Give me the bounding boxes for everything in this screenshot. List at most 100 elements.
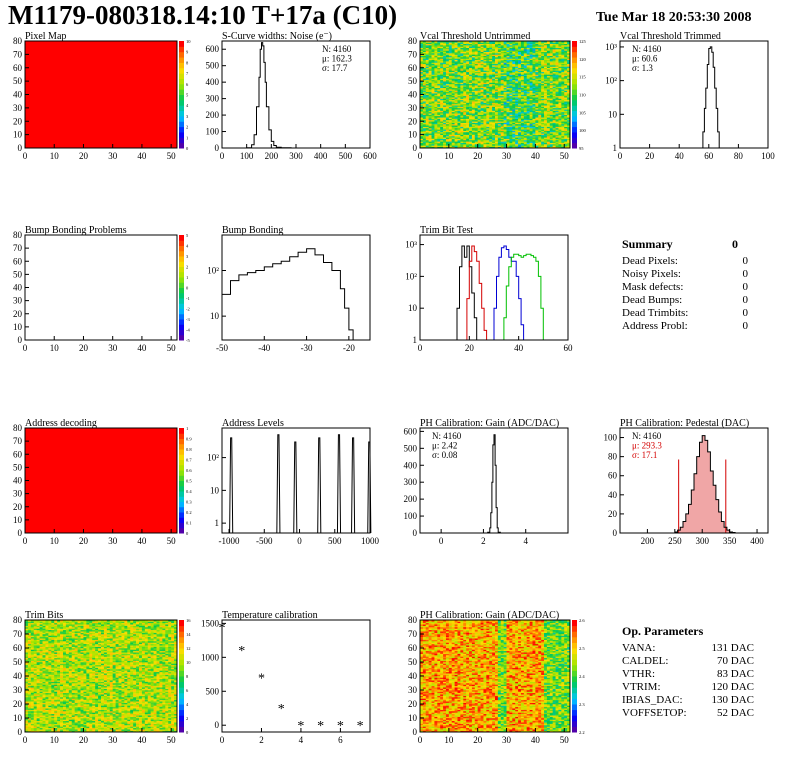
heatmap-cell: [25, 716, 29, 719]
heatmap-cell: [495, 83, 499, 86]
heatmap-cell: [428, 66, 432, 69]
heatmap-cell: [420, 75, 424, 78]
heatmap-cell: [500, 46, 504, 48]
palette-swatch: [179, 292, 184, 299]
heatmap-cell: [535, 139, 539, 142]
heatmap-cell: [515, 91, 519, 94]
heatmap-cell: [471, 138, 476, 141]
heatmap-cell: [497, 78, 502, 81]
heatmap-cell: [561, 85, 565, 87]
heatmap-cell: [451, 41, 455, 43]
x-tick-label: 10: [444, 151, 454, 161]
noise-chart: S-Curve widths: Noise (e⁻)0 100 200 300 400 5…: [206, 31, 378, 161]
heatmap-cell: [538, 75, 542, 78]
heatmap-cell: [425, 129, 429, 131]
heatmap-cell: [515, 71, 519, 74]
heatmap-cell: [440, 58, 444, 61]
heatmap-cell: [437, 67, 441, 70]
heatmap-cell: [541, 119, 545, 122]
heatmap-cell: [503, 127, 507, 130]
heatmap-cell: [422, 43, 427, 46]
heatmap-cell: [448, 94, 453, 97]
heatmap-cell: [529, 106, 533, 109]
heatmap-cell: [503, 143, 507, 146]
heatmap-cell: [535, 101, 539, 103]
heatmap-cell: [480, 66, 484, 69]
heatmap-cell: [448, 121, 453, 123]
heatmap-cell: [477, 93, 481, 95]
heatmap-cell: [515, 45, 519, 47]
heatmap-cell: [460, 63, 464, 66]
heatmap-cell: [526, 102, 530, 105]
heatmap-cell: [434, 121, 438, 123]
heatmap-cell: [558, 138, 562, 141]
heatmap-cell: [538, 142, 542, 145]
heatmap-cell: [535, 65, 539, 67]
heatmap-cell: [541, 115, 545, 118]
palette-swatch: [572, 131, 577, 138]
heatmap-cell: [564, 119, 568, 122]
x-tick-label: 50: [167, 536, 177, 546]
heatmap-cell: [526, 50, 530, 52]
heatmap-cell: [558, 89, 562, 91]
heatmap-cell: [486, 115, 490, 118]
heatmap-cell: [451, 91, 455, 94]
heatmap-cell: [567, 74, 571, 77]
heatmap-cell: [471, 94, 476, 97]
heatmap-cell: [532, 75, 536, 78]
heatmap-cell: [561, 118, 565, 121]
palette-swatch: [179, 527, 184, 534]
heatmap-cell: [480, 42, 484, 44]
heatmap-cell: [437, 107, 441, 110]
heatmap-cell: [555, 133, 559, 135]
heatmap-cell: [477, 79, 481, 82]
heatmap-cell: [546, 142, 551, 145]
heatmap-cell: [36, 695, 40, 698]
heatmap-cell: [474, 86, 478, 89]
heatmap-cell: [512, 58, 516, 61]
heatmap-cell: [480, 85, 484, 87]
heatmap-cell: [497, 55, 502, 58]
heatmap-cell: [431, 55, 435, 58]
heatmap-cell: [27, 646, 32, 649]
heatmap-cell: [552, 143, 556, 146]
heatmap-cell: [33, 718, 37, 720]
heatmap-cell: [451, 47, 455, 50]
heatmap-cell: [457, 133, 461, 135]
heatmap-cell: [541, 69, 545, 71]
heatmap-cell: [512, 129, 516, 131]
heatmap-cell: [552, 81, 556, 83]
heatmap-cell: [434, 87, 438, 90]
heatmap-cell: [437, 49, 441, 51]
heatmap-cell: [33, 659, 37, 661]
heatmap-cell: [523, 53, 528, 55]
heatmap-cell: [457, 47, 461, 50]
heatmap-cell: [495, 145, 499, 147]
heatmap-cell: [558, 45, 562, 47]
heatmap-cell: [471, 50, 476, 52]
pedestal-fill: [674, 435, 738, 533]
heatmap-cell: [529, 87, 533, 90]
heatmap-cell: [549, 54, 553, 57]
heatmap-cell: [515, 141, 519, 143]
heatmap-cell: [555, 47, 559, 50]
heatmap-cell: [529, 63, 533, 66]
heatmap-cell: [523, 86, 528, 89]
heatmap-cell: [552, 110, 556, 113]
heatmap-cell: [567, 121, 571, 123]
heatmap-cell: [460, 115, 464, 118]
heatmap-cell: [492, 101, 496, 103]
heatmap-cell: [515, 41, 519, 43]
heatmap-cell: [477, 110, 481, 113]
heatmap-cell: [463, 61, 467, 63]
heatmap-cell: [474, 58, 478, 61]
heatmap-cell: [509, 97, 513, 99]
heatmap-cell: [486, 126, 490, 129]
heatmap-cell: [454, 138, 458, 141]
heatmap-cell: [25, 684, 29, 687]
heatmap-cell: [448, 146, 453, 149]
heatmap-cell: [552, 82, 556, 85]
heatmap-cell: [480, 127, 484, 130]
